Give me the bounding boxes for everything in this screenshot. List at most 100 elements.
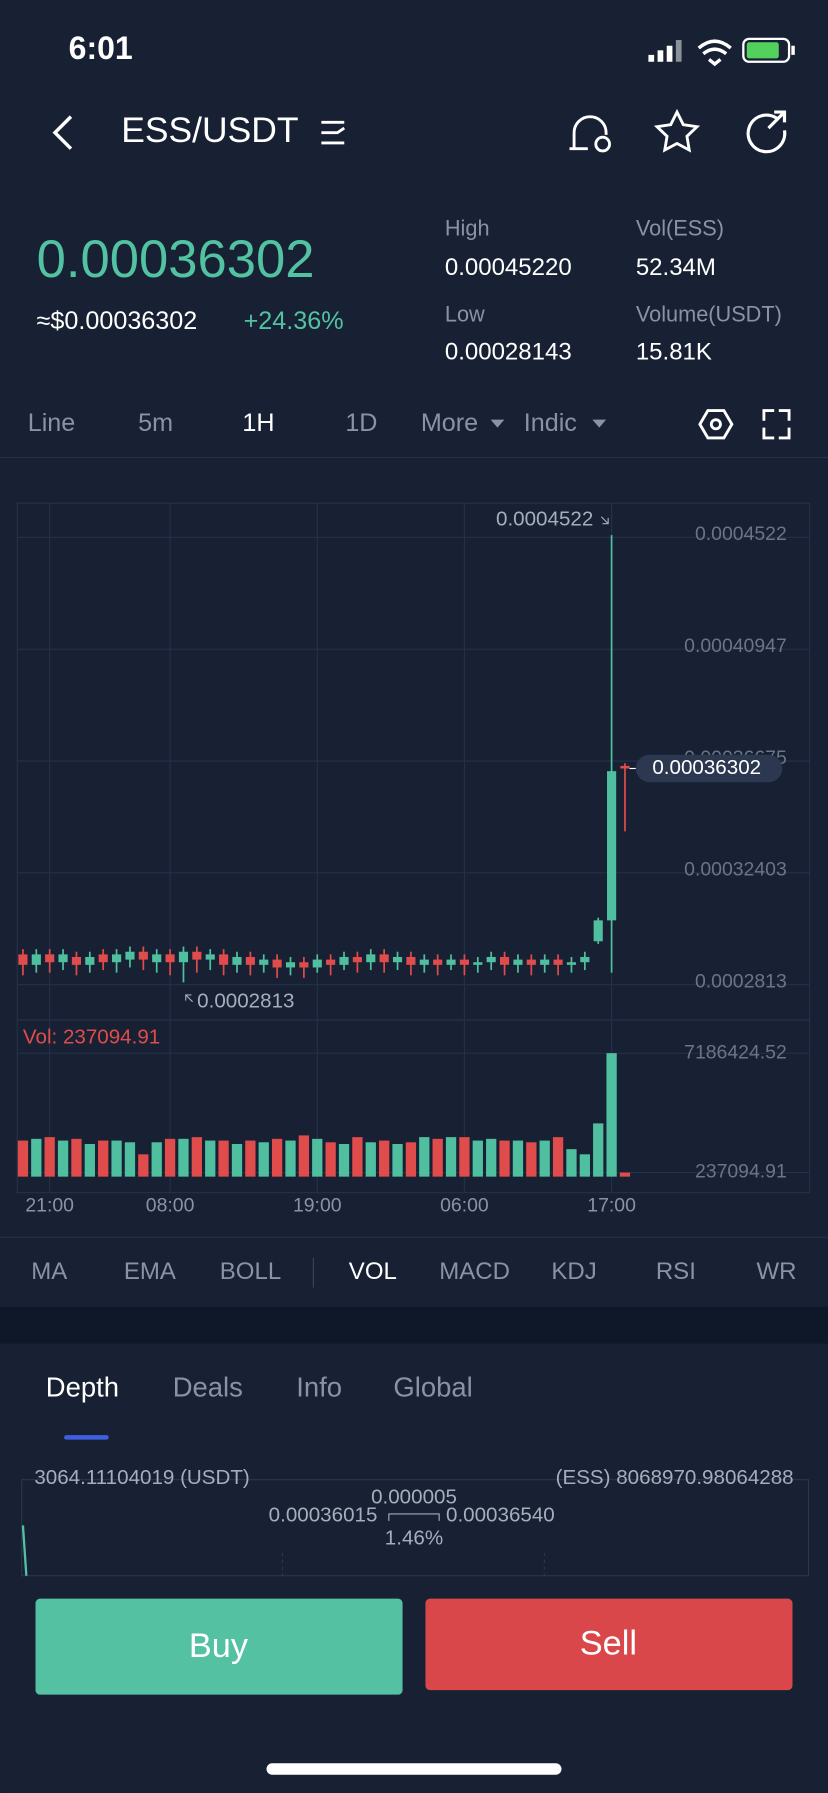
candle-body [392,956,403,963]
interval-tab[interactable]: Line [28,409,76,437]
indicator-tab[interactable]: EMA [124,1258,176,1285]
volume-bar [445,1137,457,1177]
sell-label: Sell [580,1625,637,1663]
candle-body [71,956,82,965]
candle-body [352,956,362,963]
volume-bar [218,1140,229,1177]
x-tick-label: 06:00 [440,1195,489,1217]
volume-bar [71,1138,82,1177]
min-arrow [185,994,194,1003]
tab-indicator [64,1435,109,1440]
depth-chart-frame [21,1479,810,1577]
favorite-icon[interactable] [653,108,701,153]
indicator-tab[interactable]: BOLL [220,1258,281,1285]
volume-bar [499,1140,510,1177]
x-tick-label: 17:00 [587,1195,636,1217]
volume-bar [312,1138,323,1177]
home-indicator [266,1763,562,1775]
volume-bar [619,1172,631,1177]
pair-title[interactable]: ESS/USDT [121,110,298,150]
indicator-tab[interactable]: WR [756,1258,796,1285]
candle-body [31,954,41,965]
order-tab[interactable]: Info [296,1372,342,1403]
indicator-tab[interactable]: KDJ [551,1258,596,1285]
candle-body [620,765,630,769]
candle-body [259,959,269,965]
candle-body [486,956,496,963]
candle-body [245,956,255,965]
depth-spread: 0.000005 [371,1485,457,1508]
pair-menu-icon[interactable] [321,120,346,145]
interval-tab[interactable]: 1D [345,409,377,437]
sell-button[interactable] [425,1598,793,1691]
share-icon[interactable] [746,110,787,154]
candle-body [607,771,617,921]
section-gap [0,1307,828,1344]
volume-bar [432,1138,443,1177]
y-tick-label: 0.00032403 [684,859,787,881]
candle-body [446,959,456,965]
stat-label: Low [445,301,485,326]
candle-body [165,954,175,963]
volume-bar [31,1138,42,1177]
indicator-tab[interactable]: RSI [656,1258,696,1285]
stat-value: 0.00028143 [445,339,572,366]
usd-price: ≈$0.00036302 [37,307,198,335]
volume-bar [379,1140,390,1177]
order-tab[interactable]: Global [393,1372,472,1403]
volume-bar [57,1140,69,1177]
order-tab[interactable]: Deals [173,1372,243,1403]
interval-tab[interactable]: 5m [138,409,173,437]
candle-body [58,954,68,963]
candle-body [272,959,282,968]
volume-bar [419,1137,430,1177]
stat-value: 15.81K [636,339,712,366]
stat-label: Vol(ESS) [636,216,724,241]
interval-tab-active[interactable]: 1H [242,409,274,437]
last-price: 0.00036302 [37,230,315,289]
volume-bar [17,1140,29,1177]
settings-icon[interactable] [698,409,734,440]
volume-bar [271,1138,283,1177]
candle-body [593,920,603,942]
candle-body [178,951,189,963]
back-button[interactable] [52,115,73,150]
y-tick-label: 0.0004522 [695,523,787,545]
buy-button[interactable] [35,1598,403,1695]
fullscreen-icon[interactable] [762,409,791,440]
volume-bar [98,1140,109,1177]
x-tick-label: 19:00 [293,1195,342,1217]
candle-body [138,951,148,960]
order-tab-active[interactable]: Depth [46,1372,119,1403]
candle-body [285,962,296,968]
candle-body [98,954,108,963]
interval-tab[interactable]: Indic [524,409,577,437]
candle-body [205,954,215,960]
volume-bar [512,1140,524,1177]
volume-bar [365,1142,376,1177]
dropdown-arrow [592,419,607,428]
interval-tab[interactable]: More [421,409,478,437]
indicator-tabs: MA EMA BOLL VOL MACD KDJ RSI WR [31,1258,796,1285]
alert-icon[interactable] [569,115,611,153]
spread-bracket [388,1513,440,1521]
volume-bar [459,1137,470,1177]
volume-bar [178,1138,189,1177]
candle-body [326,959,336,965]
candle-body [312,959,322,968]
indicator-tab[interactable]: MACD [439,1258,510,1285]
candle-body [45,954,55,963]
indicator-tab-active[interactable]: VOL [349,1258,397,1285]
indicator-tab[interactable]: MA [31,1258,67,1285]
vol-tick-label: 7186424.52 [684,1041,787,1063]
volume-bar [486,1138,497,1177]
candle-body [526,959,536,965]
y-tick-label: 0.0002813 [695,971,787,993]
volume-bar [245,1140,256,1177]
volume-bar [84,1144,95,1177]
candle-body [112,954,122,963]
volume-bar [191,1137,202,1177]
price-change: +24.36% [244,307,344,335]
volume-bar [552,1137,564,1177]
volume-bar [151,1142,162,1177]
